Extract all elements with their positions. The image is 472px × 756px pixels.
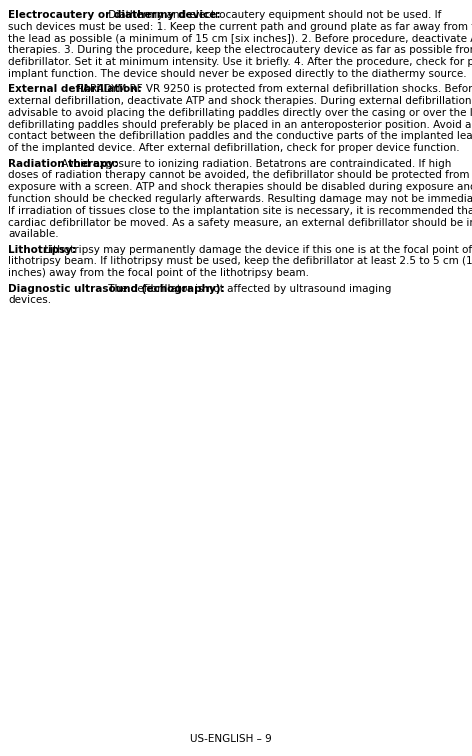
Text: therapies. 3. During the procedure, keep the electrocautery device as far as pos: therapies. 3. During the procedure, keep… — [8, 45, 472, 55]
Text: If irradiation of tissues close to the implantation site is necessary, it is rec: If irradiation of tissues close to the i… — [8, 206, 472, 215]
Text: US-ENGLISH – 9: US-ENGLISH – 9 — [190, 734, 271, 744]
Text: Lithotripsy:: Lithotripsy: — [8, 245, 76, 255]
Text: function should be checked regularly afterwards. Resulting damage may not be imm: function should be checked regularly aft… — [8, 194, 472, 204]
Text: contact between the defibrillation paddles and the conductive parts of the impla: contact between the defibrillation paddl… — [8, 132, 472, 141]
Text: doses of radiation therapy cannot be avoided, the defibrillator should be protec: doses of radiation therapy cannot be avo… — [8, 170, 472, 181]
Text: Electrocautery or diathermy device:: Electrocautery or diathermy device: — [8, 10, 221, 20]
Text: External defibrillation:: External defibrillation: — [8, 85, 142, 94]
Text: advisable to avoid placing the defibrillating paddles directly over the casing o: advisable to avoid placing the defibrill… — [8, 108, 472, 118]
Text: devices.: devices. — [8, 296, 51, 305]
Text: available.: available. — [8, 229, 59, 240]
Text: Lithotripsy may permanently damage the device if this one is at the focal point : Lithotripsy may permanently damage the d… — [42, 245, 472, 255]
Text: lithotripsy beam. If lithotripsy must be used, keep the defibrillator at least 2: lithotripsy beam. If lithotripsy must be… — [8, 256, 472, 267]
Text: The defibrillator is not affected by ultrasound imaging: The defibrillator is not affected by ult… — [105, 284, 391, 293]
Text: of the implanted device. After external defibrillation, check for proper device : of the implanted device. After external … — [8, 144, 460, 153]
Text: inches) away from the focal point of the lithotripsy beam.: inches) away from the focal point of the… — [8, 268, 309, 278]
Text: PARADYM RF VR 9250 is protected from external defibrillation shocks. Before: PARADYM RF VR 9250 is protected from ext… — [75, 85, 472, 94]
Text: defibrillating paddles should preferably be placed in an anteroposterior positio: defibrillating paddles should preferably… — [8, 119, 472, 130]
Text: the lead as possible (a minimum of 15 cm [six inches]). 2. Before procedure, dea: the lead as possible (a minimum of 15 cm… — [8, 33, 472, 44]
Text: Radiation therapy:: Radiation therapy: — [8, 159, 118, 169]
Text: external defibrillation, deactivate ATP and shock therapies. During external def: external defibrillation, deactivate ATP … — [8, 96, 472, 106]
Text: defibrillator. Set it at minimum intensity. Use it briefly. 4. After the procedu: defibrillator. Set it at minimum intensi… — [8, 57, 472, 67]
Text: implant function. The device should never be exposed directly to the diathermy s: implant function. The device should neve… — [8, 69, 467, 79]
Text: such devices must be used: 1. Keep the current path and ground plate as far away: such devices must be used: 1. Keep the c… — [8, 22, 472, 32]
Text: Diathermy and electrocautery equipment should not be used. If: Diathermy and electrocautery equipment s… — [105, 10, 441, 20]
Text: Diagnostic ultrasound (echography):: Diagnostic ultrasound (echography): — [8, 284, 225, 293]
Text: Avoid exposure to ionizing radiation. Betatrons are contraindicated. If high: Avoid exposure to ionizing radiation. Be… — [58, 159, 451, 169]
Text: cardiac defibrillator be moved. As a safety measure, an external defibrillator s: cardiac defibrillator be moved. As a saf… — [8, 218, 472, 228]
Text: exposure with a screen. ATP and shock therapies should be disabled during exposu: exposure with a screen. ATP and shock th… — [8, 182, 472, 192]
